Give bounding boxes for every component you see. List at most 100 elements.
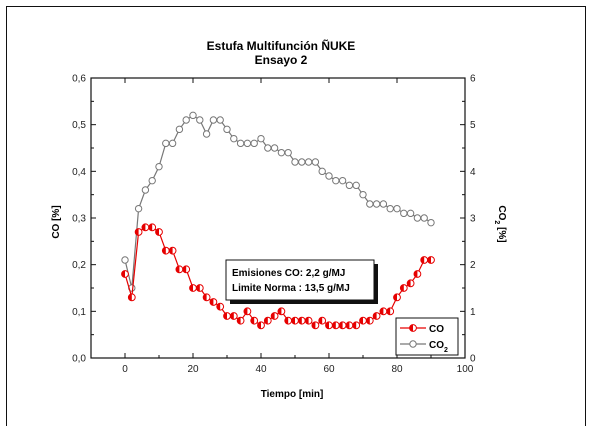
data-point-co — [345, 321, 354, 330]
data-point-fill — [121, 270, 125, 278]
data-point-co2 — [345, 181, 354, 190]
y2-axis-label-sub: 2 — [494, 220, 501, 224]
data-point-co — [121, 270, 129, 278]
data-point-co — [297, 316, 306, 325]
x-tick-label: 80 — [391, 364, 403, 375]
legend-co2-label-main: CO — [429, 340, 444, 351]
y2-tick-label: 3 — [470, 214, 476, 225]
data-point-co2 — [318, 167, 326, 176]
data-point-co2 — [427, 218, 435, 227]
data-point-fill — [298, 317, 302, 325]
data-point-co2 — [400, 209, 408, 218]
data-point-co2 — [291, 158, 299, 166]
x-tick-label: 0 — [122, 364, 128, 375]
data-point-co2 — [352, 181, 360, 190]
data-point-co2 — [202, 130, 211, 138]
chart-title: Estufa Multifunción ÑUKE — [207, 38, 356, 53]
data-point-fill — [175, 265, 180, 273]
data-point-co — [393, 293, 401, 302]
data-point-co — [372, 312, 381, 320]
data-point-fill — [427, 256, 431, 264]
annotation-box-shadow-bottom — [230, 300, 378, 304]
data-point-co — [318, 316, 327, 325]
data-point-co — [257, 321, 265, 330]
data-point-fill — [271, 312, 275, 320]
chart-subtitle: Ensayo 2 — [255, 53, 308, 67]
data-point-fill — [230, 312, 234, 320]
data-point-co2 — [175, 125, 184, 134]
data-point-fill — [346, 321, 350, 329]
data-point-fill — [155, 228, 159, 236]
data-point-fill — [203, 293, 207, 301]
data-point-co — [250, 316, 259, 325]
data-point-co — [365, 316, 374, 325]
legend-border — [395, 317, 459, 356]
data-point-fill — [284, 317, 289, 325]
data-point-co2 — [230, 134, 238, 143]
data-point-co — [311, 321, 320, 330]
data-point-fill — [312, 321, 316, 329]
data-point-fill — [305, 317, 309, 325]
y-tick-label: 0,2 — [72, 260, 86, 271]
data-point-co — [399, 284, 408, 292]
y-tick-label: 0,5 — [72, 120, 86, 131]
data-point-fill — [407, 279, 411, 287]
data-point-co — [359, 316, 367, 325]
data-point-co — [427, 256, 435, 264]
data-point-fill — [339, 321, 343, 329]
data-point-co — [202, 293, 211, 302]
y2-axis-label-tail: [%] — [496, 224, 507, 242]
x-axis-label: Tiempo [min] — [261, 389, 324, 400]
x-tick-label: 20 — [187, 364, 199, 375]
annotation-line-2: Limite Norma : 13,5 g/MJ — [232, 283, 350, 294]
y2-axis-label-main: CO — [496, 205, 507, 220]
data-point-co2 — [264, 144, 272, 152]
data-point-co2 — [162, 139, 170, 148]
y-axis-label: CO [%] — [51, 205, 62, 238]
chart-titles: Estufa Multifunción ÑUKE Ensayo 2 — [207, 38, 356, 67]
data-point-co2 — [155, 162, 163, 171]
data-point-co — [189, 284, 197, 292]
data-point-fill — [373, 312, 377, 320]
legend-co-marker — [409, 324, 417, 332]
data-point-fill — [250, 317, 255, 325]
x-tick-label: 60 — [323, 364, 335, 375]
data-point-co — [325, 321, 333, 330]
data-point-co2 — [311, 158, 320, 166]
data-point-fill — [196, 284, 200, 292]
data-point-co — [168, 246, 177, 255]
y2-tick-label: 1 — [470, 307, 476, 318]
data-point-fill — [400, 284, 404, 292]
data-point-co2 — [250, 139, 258, 148]
data-point-fill — [141, 223, 146, 231]
legend-co-marker-fill — [409, 324, 413, 332]
legend: CO CO2 — [395, 317, 459, 356]
data-point-co2 — [236, 139, 245, 148]
data-point-co — [161, 246, 170, 255]
data-point-fill — [318, 317, 323, 325]
y-tick-label: 0,0 — [72, 354, 86, 365]
data-point-co2 — [325, 172, 333, 180]
data-point-fill — [332, 321, 336, 329]
data-point-co — [155, 228, 163, 236]
legend-item-co: CO — [400, 324, 444, 335]
data-point-co — [291, 316, 299, 325]
data-point-fill — [420, 256, 425, 264]
data-point-co — [420, 256, 429, 264]
data-point-co2 — [257, 134, 265, 143]
data-point-fill — [325, 321, 329, 329]
data-point-fill — [291, 317, 295, 325]
data-point-co — [406, 279, 415, 288]
data-point-co — [141, 223, 150, 232]
data-point-co — [386, 307, 395, 316]
data-point-fill — [352, 321, 357, 329]
x-axis-ticks: 0 20 40 60 80 100 — [90, 78, 474, 375]
data-point-co — [304, 316, 313, 325]
data-point-fill — [393, 293, 397, 301]
data-point-fill — [386, 307, 391, 315]
data-point-co2 — [393, 204, 401, 213]
y2-tick-label: 6 — [470, 74, 476, 85]
data-point-fill — [359, 317, 363, 325]
y2-axis-ticks: 0 1 2 3 4 5 6 — [460, 74, 476, 365]
data-point-co2 — [148, 176, 156, 185]
